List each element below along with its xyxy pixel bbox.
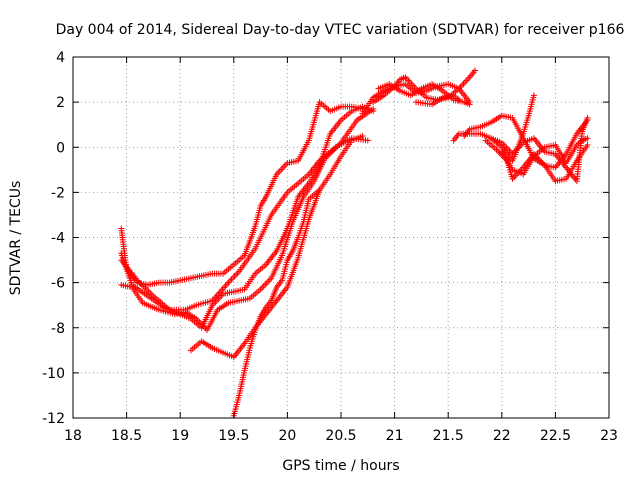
data-point — [370, 105, 377, 112]
grid — [73, 57, 609, 418]
y-tick-label: -8 — [51, 321, 65, 337]
data-point — [359, 132, 366, 139]
x-tick-label: 18.5 — [111, 428, 142, 444]
x-tick-label: 22.5 — [540, 428, 571, 444]
x-tick-label: 20.5 — [325, 428, 356, 444]
chart-title: Day 004 of 2014, Sidereal Day-to-day VTE… — [56, 22, 625, 38]
x-tick-label: 21 — [386, 428, 404, 444]
y-tick-label: -12 — [42, 411, 65, 427]
data-layer — [118, 67, 591, 419]
y-axis-label: SDTVAR / TECUs — [8, 181, 24, 296]
y-tick-label: -10 — [42, 366, 65, 382]
x-tick-label: 18 — [64, 428, 82, 444]
series-sat-j — [413, 92, 462, 108]
x-tick-label: 21.5 — [433, 428, 464, 444]
y-tick-label: 4 — [56, 50, 65, 66]
series-sat-o — [498, 135, 591, 178]
data-point — [584, 141, 591, 148]
ticks: 18 18.5 19 19.5 20 20.5 21 21.5 22 22.5 23-12-10-8… — [42, 50, 618, 444]
x-axis-label: GPS time / hours — [282, 458, 399, 474]
series-sat-c — [118, 105, 377, 334]
series-sat-e — [187, 132, 366, 361]
data-point — [316, 187, 323, 194]
data-point — [364, 137, 371, 144]
series-sat-h — [370, 81, 473, 106]
y-tick-label: 0 — [56, 140, 65, 156]
y-tick-label: -4 — [51, 231, 65, 247]
data-point — [472, 67, 478, 74]
x-tick-label: 19.5 — [218, 428, 249, 444]
y-tick-label: 2 — [56, 95, 65, 111]
x-tick-label: 20 — [278, 428, 296, 444]
data-point — [584, 114, 591, 121]
series-sat-n — [488, 114, 591, 185]
x-tick-label: 19 — [171, 428, 189, 444]
y-tick-label: -6 — [51, 276, 65, 292]
series-sat-d — [118, 135, 371, 313]
data-point — [455, 96, 462, 103]
series-sat-f — [230, 187, 323, 419]
series-sat-a — [118, 99, 366, 288]
x-tick-label: 23 — [600, 428, 618, 444]
data-point — [530, 92, 537, 99]
x-tick-label: 22 — [493, 428, 511, 444]
data-point — [466, 101, 473, 108]
y-tick-label: -2 — [51, 185, 65, 201]
data-point — [584, 135, 591, 142]
